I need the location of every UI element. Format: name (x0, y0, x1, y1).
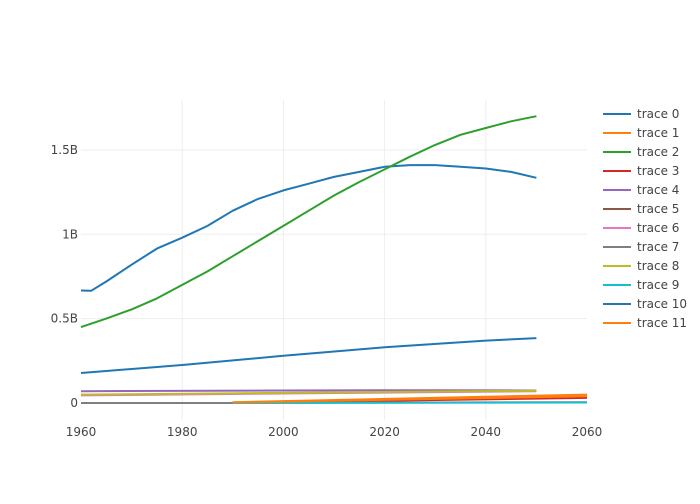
legend-label: trace 11 (637, 316, 687, 330)
x-axis: 1960 1980 2000 2020 2040 2060 (66, 425, 603, 439)
legend-item-4[interactable]: trace 4 (603, 183, 679, 197)
x-tick-label: 1960 (66, 425, 97, 439)
legend-label: trace 5 (637, 202, 679, 216)
x-tick-label: 1980 (167, 425, 198, 439)
legend-label: trace 10 (637, 297, 687, 311)
legend-item-11[interactable]: trace 11 (603, 316, 687, 330)
x-tick-label: 2000 (268, 425, 299, 439)
legend-item-10[interactable]: trace 10 (603, 297, 687, 311)
series-line-10 (80, 337, 537, 374)
legend-item-1[interactable]: trace 1 (603, 126, 679, 140)
legend-label: trace 0 (637, 107, 679, 121)
series-line-8 (80, 389, 537, 396)
series-line-11 (232, 395, 588, 404)
plot-area (80, 115, 588, 404)
legend-label: trace 6 (637, 221, 679, 235)
x-tick-label: 2060 (572, 425, 603, 439)
series-line-2 (80, 115, 537, 329)
legend-item-7[interactable]: trace 7 (603, 240, 679, 254)
legend-item-6[interactable]: trace 6 (603, 221, 679, 235)
y-tick-label: 1B (62, 227, 78, 241)
legend-label: trace 1 (637, 126, 679, 140)
legend-label: trace 2 (637, 145, 679, 159)
legend-label: trace 4 (637, 183, 679, 197)
series-line-0 (80, 164, 537, 292)
legend-item-2[interactable]: trace 2 (603, 145, 679, 159)
legend-label: trace 7 (637, 240, 679, 254)
y-tick-label: 1.5B (51, 143, 78, 157)
grid (81, 100, 587, 420)
legend: trace 0 trace 1 trace 2 trace 3 trace 4 trace… (603, 107, 687, 330)
x-tick-label: 2020 (369, 425, 400, 439)
y-axis: 0 0.5B 1B 1.5B (51, 143, 78, 410)
series-line-9 (232, 401, 588, 404)
legend-item-9[interactable]: trace 9 (603, 278, 679, 292)
x-tick-label: 2040 (471, 425, 502, 439)
legend-label: trace 9 (637, 278, 679, 292)
legend-item-3[interactable]: trace 3 (603, 164, 679, 178)
legend-item-0[interactable]: trace 0 (603, 107, 679, 121)
y-tick-label: 0.5B (51, 312, 78, 326)
legend-item-5[interactable]: trace 5 (603, 202, 679, 216)
legend-label: trace 8 (637, 259, 679, 273)
legend-label: trace 3 (637, 164, 679, 178)
legend-item-8[interactable]: trace 8 (603, 259, 679, 273)
y-tick-label: 0 (70, 396, 78, 410)
